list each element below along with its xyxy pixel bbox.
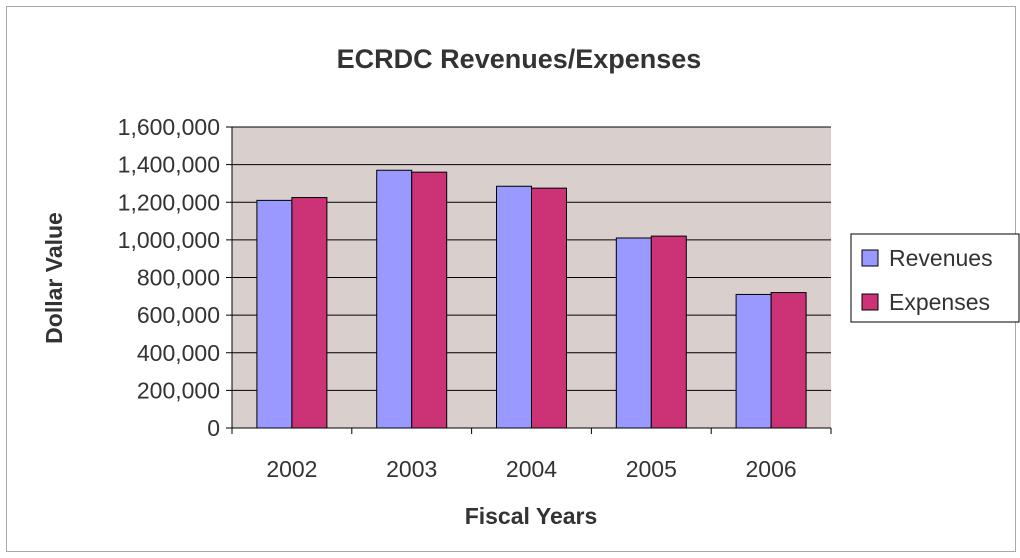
y-tick-label: 800,000 xyxy=(137,265,220,291)
legend-swatch-expenses xyxy=(861,293,879,311)
legend-label-expenses: Expenses xyxy=(889,289,990,315)
x-tick-label: 2005 xyxy=(626,456,677,482)
bar-revenues-2005 xyxy=(615,237,652,429)
legend-label-revenues: Revenues xyxy=(889,245,993,271)
y-tick-label: 1,400,000 xyxy=(118,152,220,178)
y-tick-label: 1,600,000 xyxy=(118,114,220,140)
bar-expenses-2004 xyxy=(531,187,567,429)
bar-expenses-2003 xyxy=(411,171,448,429)
x-tick-label: 2003 xyxy=(386,456,437,482)
x-axis-label: Fiscal Years xyxy=(465,503,598,529)
legend: Revenues Expenses xyxy=(850,233,1020,323)
y-tick-label: 0 xyxy=(207,415,220,441)
y-tick-label: 400,000 xyxy=(137,340,220,366)
bar-revenues-2003 xyxy=(376,169,413,429)
y-tick-label: 1,000,000 xyxy=(118,227,220,253)
bar-revenues-2006 xyxy=(735,293,772,429)
bar-expenses-2006 xyxy=(770,292,807,429)
legend-swatch-revenues xyxy=(861,249,879,267)
bar-revenues-2002 xyxy=(256,199,293,429)
bar-expenses-2005 xyxy=(650,235,687,429)
y-tick-label: 1,200,000 xyxy=(118,189,220,215)
bar-expenses-2002 xyxy=(291,197,328,429)
x-tick-label: 2006 xyxy=(746,456,797,482)
legend-box xyxy=(850,233,1020,323)
y-axis-label: Dollar Value xyxy=(41,212,67,344)
chart-title: ECRDC Revenues/Expenses xyxy=(337,44,702,74)
y-tick-label: 600,000 xyxy=(137,302,220,328)
x-tick-label: 2002 xyxy=(266,456,317,482)
y-tick-label: 200,000 xyxy=(137,377,220,403)
bar-revenues-2004 xyxy=(496,185,532,429)
x-tick-label: 2004 xyxy=(506,456,557,482)
